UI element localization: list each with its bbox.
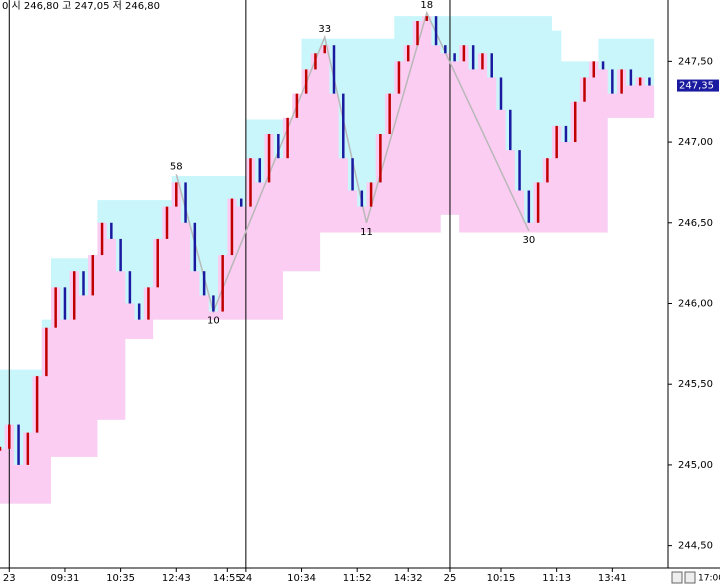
zigzag-label: 33: [318, 24, 331, 35]
x-tick-label: 23: [3, 573, 16, 584]
zoom-icon[interactable]: [684, 571, 696, 584]
zigzag-label: 58: [170, 161, 183, 172]
x-tick-label: 14:32: [394, 573, 423, 584]
plot-area: [0, 0, 655, 568]
y-tick-label: 247,50: [678, 56, 713, 67]
zigzag-label: 10: [207, 316, 220, 327]
y-tick-label: 246,50: [678, 218, 713, 229]
x-tick-label: 10:34: [287, 573, 316, 584]
header-text: 0 시 246,80 고 247,05 저 246,80: [2, 0, 160, 12]
x-tick-label: 11:52: [343, 573, 372, 584]
y-tick-label: 245,00: [678, 460, 713, 471]
x-tick-label: 10:35: [106, 573, 135, 584]
x-tick-label: 13:41: [598, 573, 627, 584]
zigzag-label: 18: [420, 0, 433, 11]
y-tick-label: 245,50: [678, 379, 713, 390]
edit-icon[interactable]: [671, 571, 683, 584]
last-price-badge: [677, 79, 719, 92]
x-tick-label: 14:55: [213, 573, 242, 584]
zigzag-label: 11: [360, 227, 373, 238]
x-tick-label: 25: [444, 573, 457, 584]
x-tick-label: 10:15: [487, 573, 516, 584]
x-tick-label: 09:31: [51, 573, 80, 584]
x-tick-label: 11:13: [542, 573, 571, 584]
x-tick-label: 24: [239, 573, 252, 584]
zigzag-label: 30: [522, 235, 535, 246]
lower-band-area: [0, 16, 655, 504]
y-tick-label: 246,00: [678, 298, 713, 309]
zigzag-line: [175, 10, 530, 314]
y-tick-label: 244,50: [678, 541, 713, 552]
x-tick-label: 12:43: [162, 573, 191, 584]
last-price-label: 247,35: [679, 81, 714, 92]
time-label: 17:00:00: [698, 574, 720, 584]
y-tick-label: 247,00: [678, 137, 713, 148]
